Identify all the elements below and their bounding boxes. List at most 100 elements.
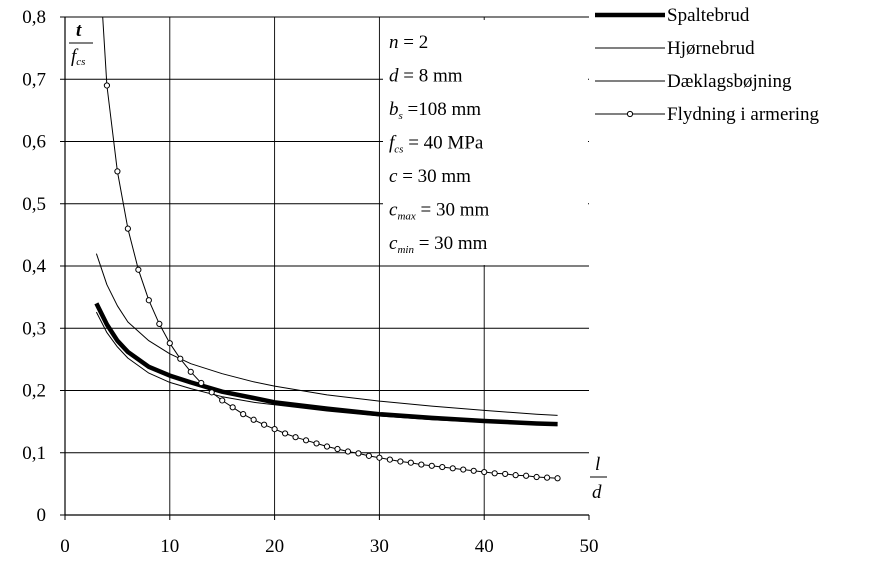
- parameter-symbol: b: [389, 99, 399, 120]
- series-line-2: [95, 311, 558, 426]
- legend-label: Hjørnebrud: [667, 38, 755, 59]
- parameter-symbol: c: [389, 233, 398, 254]
- x-tick-labels: 0 10 20 30 40 50: [60, 536, 598, 557]
- series-point: [418, 461, 425, 468]
- series-point: [114, 168, 121, 175]
- series-point: [229, 404, 236, 411]
- x-tick-label: 40: [475, 536, 494, 557]
- y-label-numerator: t: [76, 20, 82, 41]
- series-point: [135, 266, 142, 273]
- series-point: [177, 355, 184, 362]
- x-tick-label: 10: [160, 536, 179, 557]
- legend-label: Dæklagsbøjning: [667, 71, 792, 92]
- x-tick-label: 30: [370, 536, 389, 557]
- parameter-value: = 2: [399, 32, 429, 53]
- y-tick-labels: 0 0,1 0,2 0,3 0,4 0,5 0,6 0,7 0,8: [22, 7, 46, 526]
- y-label-denominator-sub: cs: [76, 56, 85, 68]
- series-point: [376, 454, 383, 461]
- series-point: [428, 462, 435, 469]
- series-point: [386, 456, 393, 463]
- parameter-symbol: c: [389, 166, 398, 187]
- parameter-symbol: n: [389, 32, 399, 53]
- parameter-3: fcs = 40 MPa: [389, 133, 484, 156]
- legend: Spaltebrud Hjørnebrud Dæklagsbøjning Flydni…: [595, 5, 819, 125]
- series-point: [187, 368, 194, 375]
- series-point: [208, 389, 215, 396]
- series-point: [145, 297, 152, 304]
- grid-lines: [65, 16, 589, 515]
- parameter-2: bs =108 mm: [389, 99, 481, 122]
- legend-marker: [626, 110, 634, 118]
- series-point: [439, 463, 446, 471]
- y-tick-label: 0,3: [22, 318, 46, 339]
- x-label-numerator: l: [595, 454, 600, 475]
- x-tick-label: 20: [265, 536, 284, 557]
- series-point: [156, 320, 163, 327]
- parameter-value: =108 mm: [403, 99, 481, 120]
- parameter-symbol: f: [389, 133, 397, 154]
- x-tick-label: 0: [60, 536, 70, 557]
- axes: [60, 16, 590, 520]
- parameter-value: = 8 mm: [399, 66, 463, 87]
- parameter-4: c = 30 mm: [389, 166, 471, 187]
- series-point: [124, 225, 131, 232]
- series-point: [407, 459, 414, 466]
- legend-label: Flydning i armering: [667, 104, 819, 125]
- series-point: [502, 470, 509, 478]
- parameter-value: = 30 mm: [397, 166, 471, 187]
- parameter-subscript: cs: [394, 144, 403, 156]
- parameter-5: cmax = 30 mm: [389, 200, 490, 223]
- series-point: [355, 450, 362, 457]
- y-tick-label: 0,2: [22, 381, 46, 402]
- series-point: [323, 443, 331, 450]
- parameter-value: = 30 mm: [414, 233, 488, 254]
- parameter-0: n = 2: [389, 32, 428, 53]
- y-tick-label: 0: [37, 505, 47, 526]
- series-point: [240, 411, 247, 418]
- parameter-symbol: d: [389, 66, 399, 87]
- parameter-subscript: min: [397, 244, 414, 256]
- series-point: [449, 465, 456, 472]
- x-label-denominator: d: [592, 482, 602, 503]
- parameter-1: d = 8 mm: [389, 66, 463, 87]
- series-point: [198, 379, 205, 387]
- series-point: [512, 472, 519, 479]
- parameter-subscript: max: [397, 211, 415, 223]
- series-point: [313, 440, 320, 447]
- series-point: [271, 425, 278, 433]
- series-point: [261, 421, 268, 428]
- series-line-0: [94, 302, 558, 427]
- series-point: [292, 434, 299, 441]
- x-tick-label: 50: [580, 536, 599, 557]
- y-tick-label: 0,7: [22, 69, 46, 90]
- series-point: [397, 458, 404, 465]
- series-point: [302, 437, 310, 444]
- parameter-6: cmin = 30 mm: [389, 233, 488, 256]
- series-point: [365, 452, 373, 459]
- parameter-panel: [383, 20, 588, 265]
- series-point: [334, 445, 341, 453]
- series-point: [523, 472, 530, 479]
- series-point: [491, 470, 498, 477]
- y-tick-label: 0,4: [22, 256, 46, 277]
- series-lines: [94, 16, 561, 482]
- series-point: [250, 416, 257, 423]
- svg-text:fcs: fcs: [71, 46, 85, 68]
- y-label-denominator: f: [71, 46, 79, 67]
- series-point: [533, 473, 540, 481]
- parameter-subscript: s: [399, 110, 403, 122]
- y-tick-label: 0,6: [22, 132, 46, 153]
- series-point: [103, 82, 111, 89]
- y-tick-label: 0,8: [22, 7, 46, 28]
- y-tick-label: 0,5: [22, 194, 46, 215]
- parameter-value: = 30 mm: [416, 200, 490, 221]
- series-point: [554, 475, 561, 482]
- series-point: [460, 466, 467, 473]
- series-point: [219, 397, 226, 404]
- series-line-1: [95, 253, 558, 416]
- x-axis-label: l d: [590, 454, 607, 503]
- series-point: [281, 430, 289, 437]
- series-point: [481, 468, 488, 476]
